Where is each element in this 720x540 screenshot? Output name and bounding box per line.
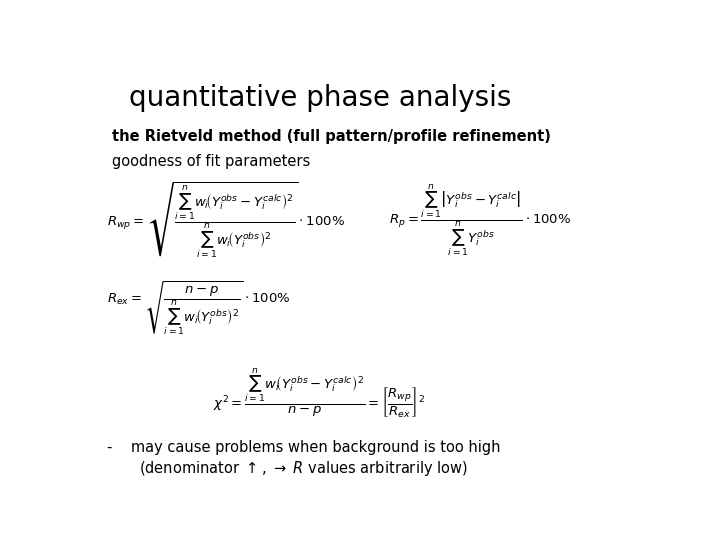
Text: goodness of fit parameters: goodness of fit parameters	[112, 154, 310, 169]
Text: $R_{ex} = \sqrt{\dfrac{n - p}{\sum_{i=1}^{n} w_i\!\left(Y_i^{obs}\right)^2}} \cd: $R_{ex} = \sqrt{\dfrac{n - p}{\sum_{i=1}…	[107, 279, 290, 337]
Text: the Rietveld method (full pattern/profile refinement): the Rietveld method (full pattern/profil…	[112, 129, 552, 144]
Text: $R_{wp} = \sqrt{\dfrac{\sum_{i=1}^{n} w_i\!\left(Y_i^{obs} - Y_i^{calc}\right)^2: $R_{wp} = \sqrt{\dfrac{\sum_{i=1}^{n} w_…	[107, 181, 345, 260]
Text: $\chi^2 = \dfrac{\sum_{i=1}^{n} w_i\!\left(Y_i^{obs} - Y_i^{calc}\right)^2}{n - : $\chi^2 = \dfrac{\sum_{i=1}^{n} w_i\!\le…	[213, 367, 425, 420]
Text: -    may cause problems when background is too high: - may cause problems when background is …	[107, 440, 500, 455]
Text: (denominator $\uparrow$, $\rightarrow$ $R$ values arbitrarily low): (denominator $\uparrow$, $\rightarrow$ $…	[139, 459, 468, 478]
Text: quantitative phase analysis: quantitative phase analysis	[129, 84, 511, 112]
Text: $R_p = \dfrac{\sum_{i=1}^{n}\left|Y_i^{obs} - Y_i^{calc}\right|}{\sum_{i=1}^{n} : $R_p = \dfrac{\sum_{i=1}^{n}\left|Y_i^{o…	[389, 183, 571, 259]
